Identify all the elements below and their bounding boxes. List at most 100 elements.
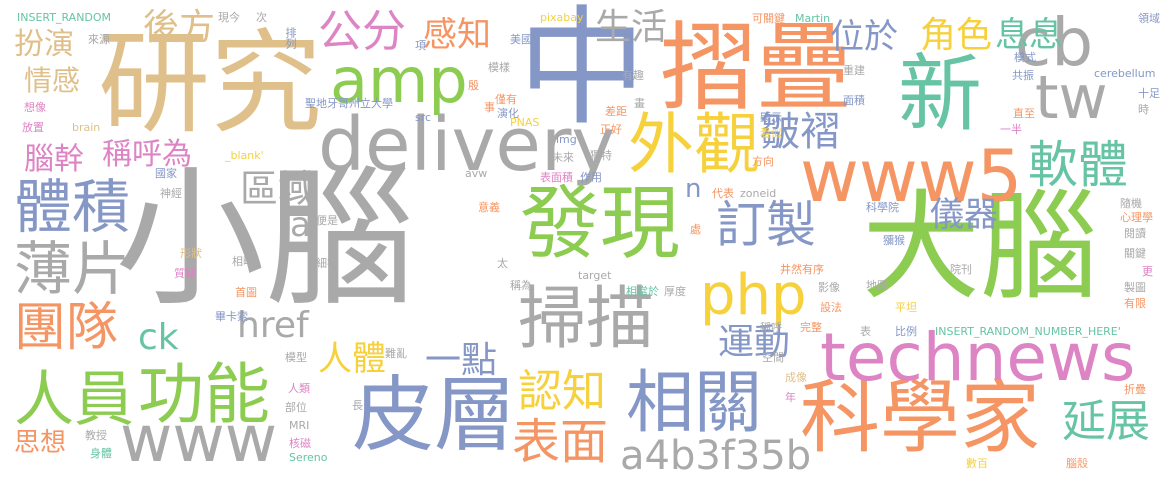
word-xianshi: 顯示 <box>760 111 782 124</box>
word-moxing: 模型 <box>285 351 307 364</box>
word-php: php <box>700 263 807 328</box>
word-shi-time: 時 <box>1138 103 1149 116</box>
word-xianjin: 現今 <box>218 11 240 24</box>
word-chengwei: 稱為 <box>510 279 532 292</box>
word-ruanti: 軟體 <box>1028 136 1128 194</box>
word-xiangxiang: 想像 <box>24 101 46 114</box>
word-baopian: 薄片 <box>14 235 131 303</box>
word-meiguo: 美國 <box>510 33 532 46</box>
word-martin: Martin <box>795 12 831 25</box>
word-weiyu: 位於 <box>830 17 898 57</box>
word-pingtan: 平坦 <box>895 301 917 314</box>
word-shi: 事 <box>484 101 495 114</box>
word-technews: technews <box>820 319 1136 396</box>
word-ci: 次 <box>256 11 267 24</box>
word-img: img <box>556 133 577 146</box>
word-quyu: 區域 <box>240 167 317 211</box>
word-href: href <box>237 305 309 346</box>
word-cerebellum: cerebellum <box>1094 67 1156 80</box>
word-qinggan: 情感 <box>24 64 81 97</box>
word-mianji: 面積 <box>843 94 865 107</box>
word-xiangguan: 相關 <box>626 364 763 443</box>
word-yanhua: 演化 <box>497 107 519 120</box>
word-zhitu: 製圖 <box>1124 281 1146 294</box>
word-youqu: 有趣 <box>622 69 644 82</box>
word-ck: ck <box>138 317 179 358</box>
word-pixabay: pixabay <box>540 11 584 24</box>
word-ganzhi: 感知 <box>423 15 491 55</box>
word-buwei: 部位 <box>285 401 307 414</box>
word-blank: _blank' <box>225 149 264 162</box>
word-yin: 殷 <box>468 79 479 92</box>
word-saomiao: 掃描 <box>518 280 655 359</box>
word-ditu: 地圖 <box>866 279 888 292</box>
word-jiaoshou: 教授 <box>85 429 107 442</box>
word-zhiyi: 質疑 <box>174 267 196 280</box>
word-chang: 長 <box>352 399 363 412</box>
word-xiang: 項 <box>415 39 426 52</box>
word-shenjing: 神經 <box>160 187 182 200</box>
word-bianshi: 便是 <box>316 214 338 227</box>
word-xianglue: 相略 <box>232 255 254 268</box>
word-cb: cb <box>1015 4 1094 81</box>
word-kongjian: 空間 <box>762 351 784 364</box>
word-faxian: 發現 <box>520 177 680 270</box>
word-jinyou: 僅有 <box>495 93 517 106</box>
word-mihou: 獼猴 <box>883 234 905 247</box>
word-fangzhi: 放置 <box>22 121 44 134</box>
word-shefa: 設法 <box>820 301 842 314</box>
word-guanjian: 關鍵 <box>1124 247 1146 260</box>
word-suiji: 隨機 <box>1120 197 1142 210</box>
word-tw: tw <box>1035 63 1108 133</box>
word-gongneng: 功能 <box>138 356 270 433</box>
word-bijiasuo: 畢卡索 <box>215 310 248 323</box>
word-pailie: 排列 <box>284 27 297 49</box>
word-houdu: 厚度 <box>664 285 686 298</box>
word-zhong: 中 <box>518 0 647 143</box>
word-jiaose: 角色 <box>920 15 993 56</box>
word-renti: 人體 <box>318 339 386 379</box>
word-xiangdangyu: 相當於 <box>626 285 659 298</box>
word-jingran: 井然有序 <box>780 263 824 276</box>
word-lingyu: 領域 <box>1138 12 1160 25</box>
word-tuandui: 團隊 <box>14 298 119 358</box>
word-yingxiang: 影像 <box>818 281 840 294</box>
word-yanzhan: 延展 <box>1062 396 1150 447</box>
word-delivery: delivery <box>318 102 616 188</box>
word-tai: 太 <box>497 257 508 270</box>
word-src: src <box>415 111 432 124</box>
word-pnas: PNAS <box>510 116 540 129</box>
word-insert-random: INSERT_RANDOM <box>17 11 112 24</box>
word-bili: 比例 <box>895 325 917 338</box>
word-nanluan: 難亂 <box>385 347 407 360</box>
word-zuoyong: 作用 <box>580 171 602 184</box>
word-banyan: 扮演 <box>14 27 74 62</box>
word-dute: 獨特 <box>590 149 612 162</box>
word-xin: 新 <box>898 45 983 143</box>
word-shubai: 數百 <box>966 457 988 470</box>
word-tiji: 體積 <box>14 173 131 241</box>
word-n: n <box>685 174 702 204</box>
word-renzhi: 認知 <box>518 366 606 417</box>
word-geng: 更 <box>1142 265 1153 278</box>
word-sereno: Sereno <box>289 451 328 464</box>
word-renlei: 人類 <box>288 382 310 395</box>
word-houfang: 後方 <box>143 7 216 48</box>
word-yanshen: 延伸 <box>168 291 190 304</box>
word-insert-random-number: INSERT_RANDOM_NUMBER_HERE' <box>935 325 1121 338</box>
word-chenghu: 稱呼 <box>760 321 782 334</box>
word-chongjian: 重建 <box>843 64 865 77</box>
word-nian: 年 <box>785 391 796 404</box>
word-zhizhi: 直至 <box>1013 107 1035 120</box>
word-hua: 畫 <box>634 97 645 110</box>
word-yuankan: 院刊 <box>950 263 972 276</box>
word-yuedu: 閱讀 <box>1124 227 1146 240</box>
word-waiguan: 外觀 <box>628 106 760 183</box>
word-dingzhi: 訂製 <box>716 196 816 254</box>
word-xiaonao: 小腦 <box>115 153 416 327</box>
word-yanjiu: 研究 <box>98 19 322 149</box>
word-amp: amp <box>330 44 468 117</box>
word-wanzheng: 完整 <box>800 321 822 334</box>
word-sixiang: 思想 <box>14 428 67 458</box>
